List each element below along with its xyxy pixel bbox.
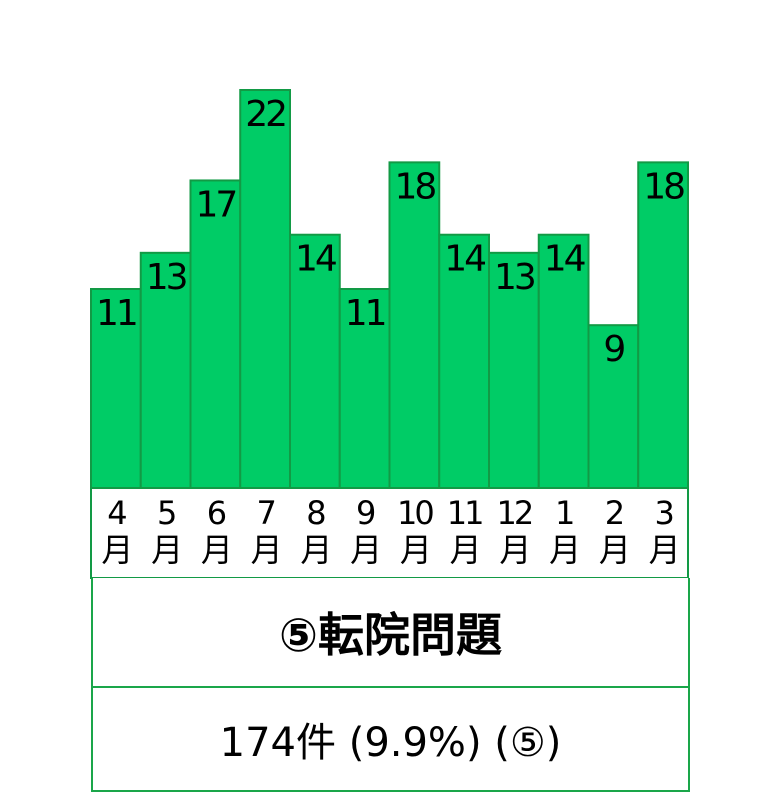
tick-label: 7 [256, 494, 274, 532]
bar [239, 89, 291, 489]
tick-label: 月 [151, 531, 180, 569]
tick-label: 3 [654, 494, 672, 532]
tick-label: 9 [356, 494, 375, 532]
tick-label: 11 [447, 494, 482, 532]
data-label: 14 [444, 239, 485, 280]
bar [637, 161, 689, 489]
data-label: 14 [544, 239, 585, 280]
tick-label: 6 [207, 494, 226, 532]
bar [289, 233, 341, 489]
tick-label: 4 [107, 494, 126, 532]
chart-title: ⑤転院問題 [91, 578, 690, 688]
bar [388, 161, 441, 489]
data-label: 11 [345, 293, 385, 334]
tick-label: 月 [251, 531, 280, 569]
category-band [90, 487, 689, 579]
data-label: 9 [603, 329, 624, 370]
tick-label: 5 [157, 494, 175, 532]
tick-label: 月 [450, 531, 479, 569]
tick-label: 月 [101, 531, 130, 569]
tick-label: 月 [649, 531, 678, 569]
data-label: 13 [146, 257, 187, 298]
data-label: 14 [295, 239, 336, 280]
tick-label: 1 [555, 494, 573, 532]
bar [537, 233, 590, 489]
tick-label: 月 [400, 531, 429, 569]
bar [488, 251, 540, 489]
tick-label: 月 [599, 531, 628, 569]
data-label: 18 [394, 166, 435, 207]
bar [139, 251, 192, 489]
tick-label: 月 [201, 531, 230, 569]
tick-label: 月 [350, 531, 379, 569]
tick-label: 2 [605, 494, 623, 532]
bar [90, 288, 142, 489]
data-label: 13 [494, 257, 535, 298]
bar [338, 288, 391, 489]
tick-label: 8 [306, 494, 325, 532]
data-label: 18 [643, 166, 684, 207]
data-label: 17 [195, 184, 235, 225]
bar [587, 324, 640, 489]
tick-label: 月 [549, 531, 578, 569]
tick-label: 月 [300, 531, 329, 569]
data-label: 22 [245, 94, 285, 135]
tick-label: 12 [497, 494, 532, 532]
tick-label: 月 [499, 531, 528, 569]
data-label: 11 [96, 293, 136, 334]
bar [189, 179, 242, 489]
tick-label: 10 [397, 494, 433, 532]
bar [438, 233, 490, 489]
chart-summary: 174件 (9.9%) (⑤) [91, 688, 690, 792]
